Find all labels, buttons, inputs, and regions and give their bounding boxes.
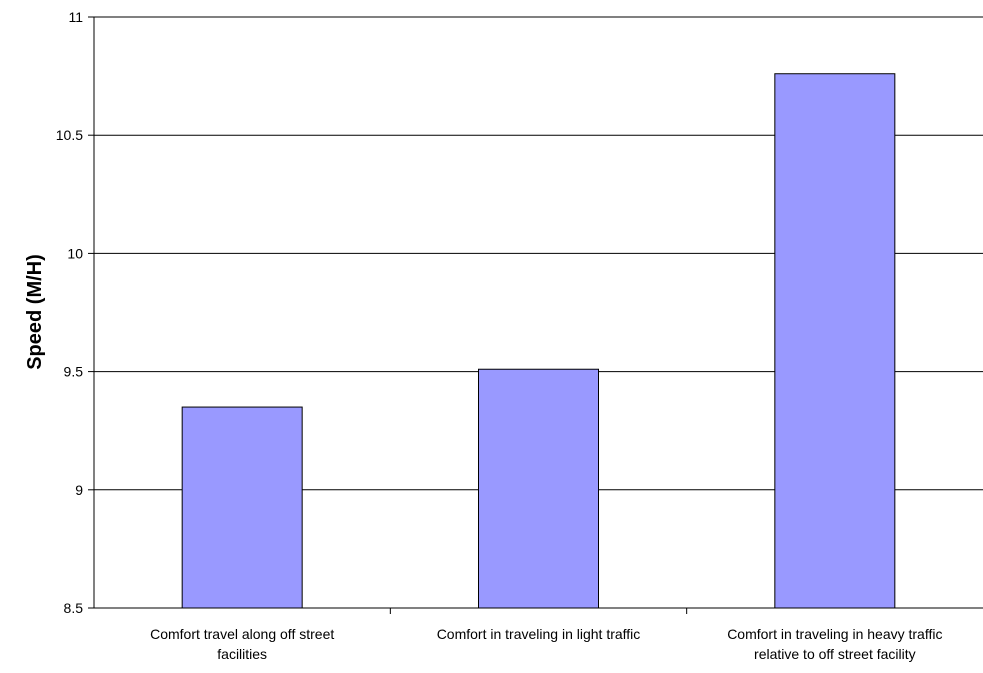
labels: 8.5 9 9.5 10 10.5 11 Comfort travel along off … <box>56 9 943 662</box>
y-tick-label: 9 <box>75 482 83 498</box>
x-category-label: facilities <box>217 646 267 662</box>
bar <box>774 73 896 609</box>
y-tick-label: 10 <box>67 245 83 261</box>
y-tick-label: 11 <box>68 9 83 25</box>
y-tick-label: 10.5 <box>56 127 83 143</box>
x-category-label: Comfort travel along off street <box>150 626 334 642</box>
x-category-label: relative to off street facility <box>754 646 916 662</box>
y-tick-label: 9.5 <box>64 364 84 380</box>
bar <box>478 368 599 609</box>
x-category-label: Comfort in traveling in heavy traffic <box>727 626 942 642</box>
x-category-label: Comfort in traveling in light traffic <box>437 626 641 642</box>
bars <box>181 73 896 609</box>
y-axis-title: Speed (M/H) <box>24 254 46 370</box>
y-tick-label: 8.5 <box>64 600 84 616</box>
axes <box>88 16 983 614</box>
bar <box>181 406 303 609</box>
